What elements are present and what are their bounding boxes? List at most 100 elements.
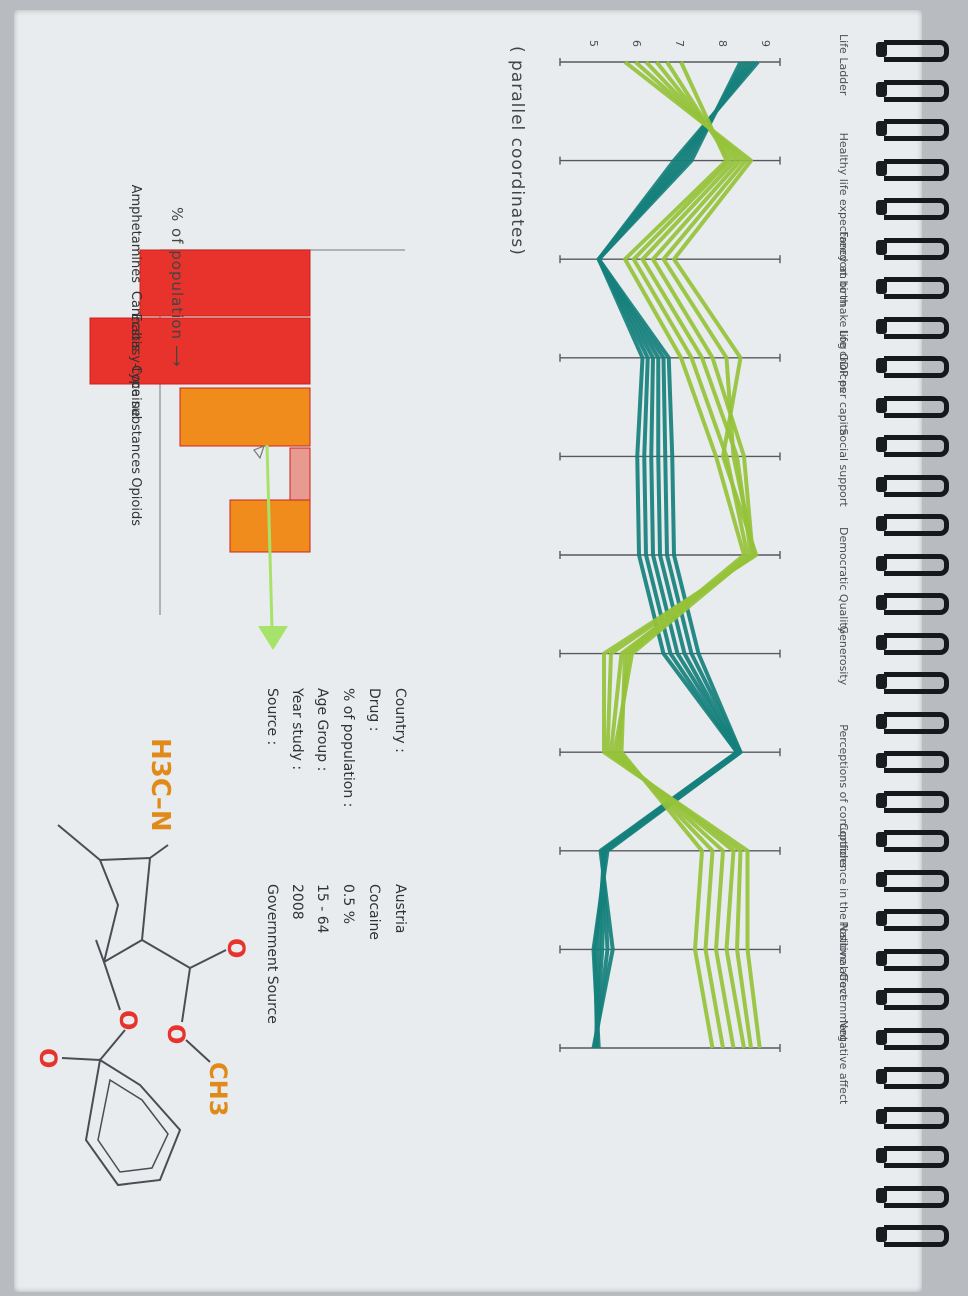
ring-hole xyxy=(876,516,887,531)
spiral-ring xyxy=(884,988,949,1010)
pc-dimension-label: Life Ladder xyxy=(837,34,850,96)
bar-axis-arrow: ⟶ xyxy=(168,345,186,367)
pc-axis-labels: Life Ladder Healthy life expectancy at bi… xyxy=(587,34,850,1105)
info-label: % of population : xyxy=(340,688,356,807)
pc-series-lines xyxy=(591,60,762,1049)
ring-hole xyxy=(876,42,887,57)
ring-hole xyxy=(876,1227,887,1242)
bar-category-label: Cannabis xyxy=(128,291,143,351)
bar-category-label: Ecstasy-type substances xyxy=(128,313,143,474)
spiral-ring xyxy=(884,948,949,971)
bar xyxy=(289,447,311,501)
spiral-ring xyxy=(884,40,949,62)
spiral-ring xyxy=(884,158,949,181)
spiral-ring xyxy=(884,1106,949,1129)
bar-axis-label: % of population xyxy=(168,207,186,340)
bar xyxy=(139,249,311,317)
pc-dimension-label: Healthy life expectancy at birth xyxy=(837,133,850,307)
ring-hole xyxy=(876,713,887,729)
pc-dimension-label: Freedom to make life choices xyxy=(837,231,850,392)
ring-hole xyxy=(876,911,887,926)
spiral-ring xyxy=(884,1225,949,1247)
pc-dimension-label: Perceptions of corruptions xyxy=(837,724,850,868)
ring-hole xyxy=(876,239,887,255)
spiral-ring xyxy=(884,1027,949,1050)
spiral-ring xyxy=(884,632,949,655)
ring-hole xyxy=(876,437,887,452)
pc-title: ( parallel coordinates) xyxy=(507,46,527,256)
spiral-ring xyxy=(884,356,949,378)
ch3-label: CH3 xyxy=(204,1062,232,1116)
ring-hole xyxy=(876,121,887,136)
info-value: 15 - 64 xyxy=(314,884,330,934)
bar xyxy=(179,387,311,447)
ring-hole xyxy=(876,792,887,808)
bar-chart: Amphetamines Cannabis CocaineEcstasy-type … xyxy=(89,185,405,615)
pc-series-line xyxy=(619,61,746,1049)
spiral-ring xyxy=(884,869,949,892)
info-value: Cocaine xyxy=(366,884,382,940)
spiral-ring xyxy=(884,79,949,102)
spiral-ring xyxy=(884,119,949,141)
oxygen-label-4: O xyxy=(34,1048,62,1068)
spiral-ring xyxy=(884,237,949,260)
pc-dimension-label: Democratic Quality xyxy=(837,527,850,634)
n-methyl-label: H3C–N xyxy=(145,738,175,832)
pc-dimension-label: Confidence in the National Government xyxy=(837,823,850,1042)
pc-life-ladder-tick: 7 xyxy=(673,40,686,47)
info-block: Country : Austria Drug : Cocaine % of popula… xyxy=(264,687,408,1024)
pc-dimension-label: Negative affect xyxy=(837,1020,850,1105)
spiral-ring xyxy=(884,1067,949,1089)
ring-hole xyxy=(876,871,887,887)
ring-hole xyxy=(876,279,887,294)
bar-category-labels: Amphetamines Cannabis CocaineEcstasy-type … xyxy=(128,185,143,527)
spiral-ring xyxy=(884,1185,949,1208)
spiral-ring xyxy=(884,593,949,615)
spiral-ring xyxy=(884,474,949,497)
ring-hole xyxy=(876,358,887,373)
spiral-ring xyxy=(884,198,949,220)
cocaine-pointer-arrow xyxy=(253,444,288,650)
spiral-ring xyxy=(884,435,949,457)
ring-hole xyxy=(876,1187,887,1203)
info-value: Government Source xyxy=(264,884,280,1024)
spiral-ring xyxy=(884,316,949,339)
ring-hole xyxy=(876,81,887,97)
oxygen-label-2: O xyxy=(114,1010,142,1030)
spiral-ring xyxy=(884,277,949,299)
ring-hole xyxy=(876,318,887,334)
pc-life-ladder-tick: 8 xyxy=(716,40,729,47)
ring-hole xyxy=(876,832,887,847)
ring-hole xyxy=(876,555,887,571)
pc-life-ladder-tick: 5 xyxy=(587,40,600,47)
bar-rects xyxy=(89,249,311,553)
info-value: Austria xyxy=(392,884,408,933)
bar-category-label: Opioids xyxy=(128,477,143,526)
spiral-ring xyxy=(884,790,949,813)
bar-category-label: Cocaine xyxy=(128,365,143,417)
bar xyxy=(89,317,311,385)
pc-dimension-label: Social support xyxy=(837,428,850,507)
spiral-ring xyxy=(884,830,949,852)
info-label: Year study : xyxy=(289,687,305,770)
ring-hole xyxy=(876,753,887,768)
spiral-ring xyxy=(884,672,949,694)
spiral-ring xyxy=(884,514,949,536)
pc-dimension-label: Positive affect xyxy=(837,921,850,999)
ring-hole xyxy=(876,1069,887,1084)
spiral-ring xyxy=(884,751,949,773)
info-label: Source : xyxy=(264,688,280,745)
spiral-ring xyxy=(884,395,949,418)
pc-series-line xyxy=(591,61,743,1049)
ring-hole xyxy=(876,397,887,413)
benzene-ring xyxy=(84,1058,182,1187)
pc-dimension-label: Log GDP per capita xyxy=(837,330,850,436)
ring-hole xyxy=(876,674,887,689)
bar-category-label: Amphetamines xyxy=(128,185,143,284)
molecule-bonds xyxy=(57,824,152,964)
pc-life-ladder-tick: 9 xyxy=(759,40,772,47)
pc-life-ladder-tick: 6 xyxy=(630,40,643,47)
ring-hole xyxy=(876,200,887,215)
parallel-coordinates-chart: Life Ladder Healthy life expectancy at bi… xyxy=(559,34,850,1105)
